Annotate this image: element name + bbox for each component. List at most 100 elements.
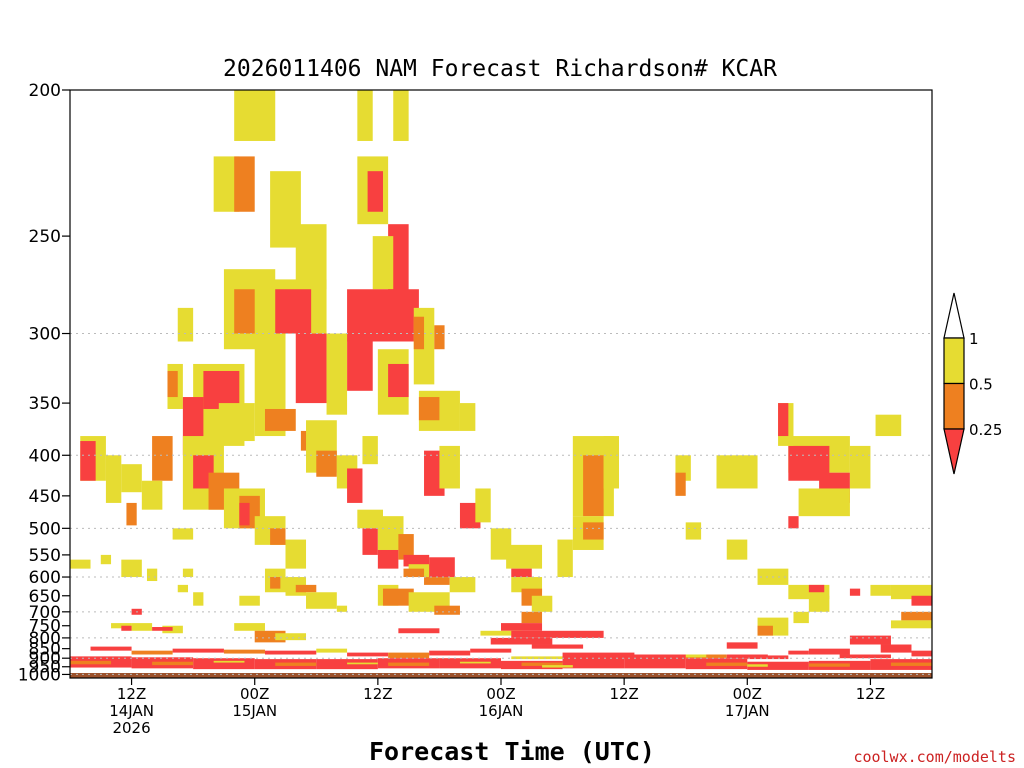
ri-cell-yellow [372,236,394,290]
ri-cell-orange [382,588,414,606]
legend-bin-top [943,292,965,339]
ri-cell-red [172,648,224,653]
y-tick-label: 700 [29,603,61,623]
ri-cell-orange [583,522,604,540]
ri-cell-yellow [177,307,194,342]
ri-cell-red [747,655,789,660]
ri-cell-red [788,516,799,529]
ri-cell-yellow [111,623,132,629]
ri-cell-red [429,557,455,578]
y-tick-label: 300 [29,325,61,345]
ri-cell-yellow [890,584,932,600]
y-tick-label: 250 [29,227,61,247]
ri-cell-yellow [131,623,153,631]
ri-cell-red [788,650,809,655]
ri-cell-red [362,528,378,555]
ri-cell-orange [808,663,850,667]
y-tick-label: 900 [29,649,61,669]
ri-cell-orange [418,397,440,421]
y-tick-label: 450 [29,487,61,507]
y-tick-label: 650 [29,587,61,607]
y-tick-label: 1000 [18,665,61,685]
ri-cell-red [531,644,584,649]
ri-cell-red [501,623,543,631]
credit-text[interactable]: coolwx.com/modelts [853,748,1016,766]
ri-cell-orange [275,662,317,666]
ri-cell-yellow [177,584,189,593]
ri-cell-yellow [295,224,327,290]
ri-cell-red [203,370,240,409]
ri-cell-yellow [172,528,194,540]
ri-cell-red [193,455,214,489]
y-tick-label: 750 [29,617,61,637]
ri-cell-yellow [285,539,307,569]
ri-cell-red [90,646,132,651]
x-tick-label: 12Z [609,685,638,703]
ri-cell-red [839,654,891,659]
ri-cell-orange [890,662,932,666]
ri-cell-yellow [70,559,91,569]
ri-cell-yellow [439,445,460,489]
ri-cell-orange [234,289,255,334]
legend-label: 1 [969,330,979,348]
ri-cell-orange [398,534,414,560]
ri-cell-yellow [716,455,758,489]
ri-cell-yellow [275,633,307,641]
ri-cell-yellow [336,605,348,612]
ri-cell-red [295,333,327,404]
ri-cell-yellow [105,455,122,503]
ri-cell-orange [316,450,337,477]
ri-cell-red [624,654,686,669]
ri-cell-yellow [121,464,142,493]
legend-bin-yellow [943,337,965,385]
ri-cell-red [880,644,912,653]
ri-cell-orange [521,611,543,624]
ri-cell-yellow [870,584,891,596]
ri-cell-red [275,289,312,334]
x-tick-label: 00Z [733,685,762,703]
ri-cell-orange [434,325,445,350]
ri-cell-yellow [542,665,573,668]
ri-cell-red [849,588,861,596]
ri-cell-yellow [726,539,748,560]
y-axis: 200 250 300 350 400 450 500 5506006507007508008… [18,81,70,685]
ri-cell-red [429,650,471,656]
heatmap-cells [70,90,932,678]
ri-cell-yellow [475,488,491,523]
ri-cell-yellow [234,623,265,631]
ri-cell-orange [126,502,137,526]
ri-cell-yellow [213,660,245,663]
ri-cell-yellow [557,539,573,578]
ri-cell-yellow [146,568,158,582]
ri-cell-yellow [459,661,491,664]
ri-cell-yellow [875,414,902,437]
ri-cell-orange [295,584,317,593]
ri-cell-yellow [793,611,809,624]
ri-cell-orange [223,649,265,654]
ri-cell-yellow [531,595,553,612]
ri-cell-red [747,661,809,670]
x-axis-label: Forecast Time (UTC) [369,737,655,766]
ri-cell-red [80,441,96,481]
y-tick-label: 500 [29,519,61,539]
ri-cell-orange [264,408,296,431]
ri-cell-red [511,568,532,578]
ri-cell-yellow [141,480,163,510]
ri-cell-red [193,658,255,670]
y-tick-label: 850 [29,640,61,660]
ri-cell-red [388,363,409,398]
x-tick-label: 12Z [363,685,392,703]
ri-cell-red [347,468,363,503]
ri-cell-yellow [511,577,543,593]
ri-cell-red [264,650,317,655]
ri-cell-yellow [808,595,830,612]
ri-cell-red [377,549,399,569]
ri-cell-yellow [798,488,850,517]
ri-cell-yellow [234,90,276,141]
ri-cell-yellow [362,436,378,465]
ri-cell-red [562,652,635,659]
ri-cell-yellow [326,333,348,415]
ri-cell-orange [388,652,430,659]
x-tick-label: 12Z [117,685,146,703]
